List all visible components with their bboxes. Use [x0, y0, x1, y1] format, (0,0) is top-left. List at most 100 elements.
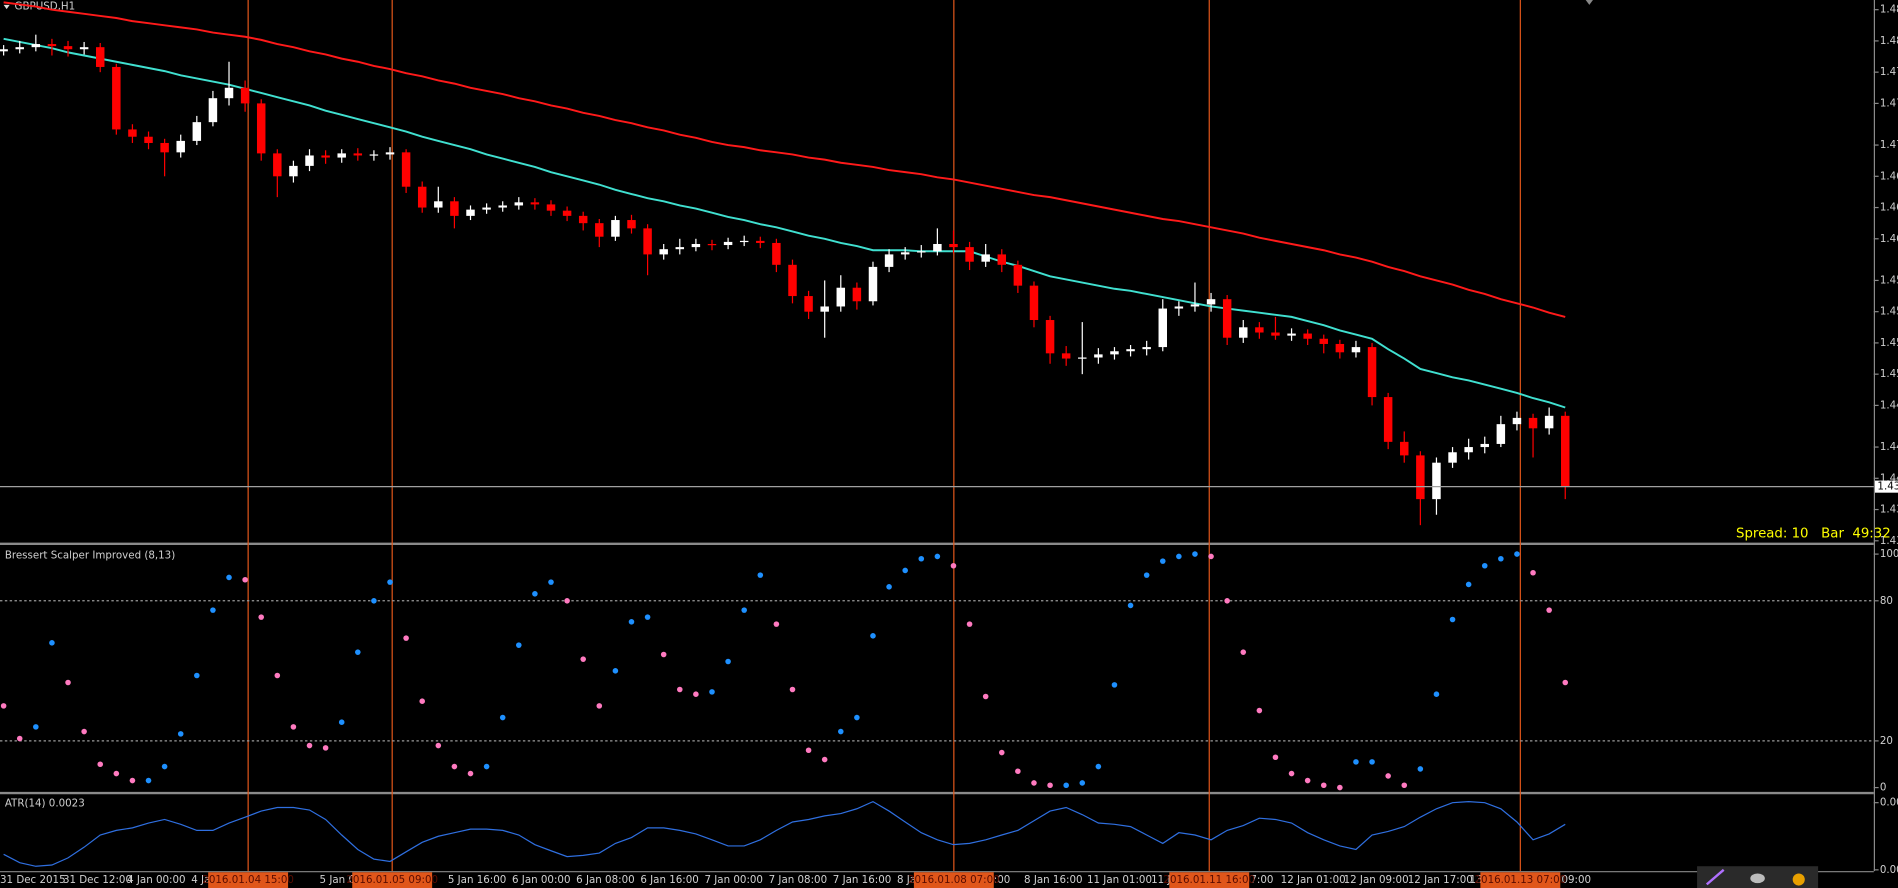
candle-body: [1400, 441, 1409, 456]
oscillator-dot: [693, 691, 699, 697]
candle-body: [482, 207, 491, 210]
oscillator-dot: [548, 579, 554, 585]
oscillator-dot: [435, 742, 442, 749]
indicator-title: Bressert Scalper Improved (8,13): [5, 549, 175, 561]
oscillator-dot: [1079, 780, 1086, 786]
oscillator-dot: [1304, 777, 1311, 784]
oscillator-dot: [419, 698, 425, 704]
oscillator-dot: [612, 668, 619, 674]
oscillator-dot: [1449, 616, 1456, 623]
oscillator-dot: [499, 714, 506, 721]
icon-cloud[interactable]: [1750, 873, 1765, 884]
candle-body: [1287, 333, 1296, 336]
candle-body: [385, 152, 395, 155]
oscillator-dot: [644, 614, 651, 620]
symbol-menu-arrow[interactable]: [3, 4, 10, 10]
oscillator-dot: [564, 598, 570, 604]
y-tick-label: 1.472: [1880, 139, 1898, 151]
oscillator-dot: [902, 567, 908, 574]
time-marker-box: [208, 872, 289, 888]
x-tick-label: 7 Jan 00:00: [704, 874, 762, 886]
oscillator-dot: [950, 562, 957, 569]
candle-body: [321, 155, 330, 158]
time-marker-label: 2016.01.05 09:00: [346, 874, 438, 886]
oscillator-dot: [65, 679, 71, 686]
candle-body: [578, 215, 588, 224]
oscillator-dot: [1240, 649, 1247, 655]
candle-body: [128, 129, 137, 137]
oscillator-dot: [757, 572, 764, 578]
candle-body: [1206, 299, 1216, 305]
oscillator-dot: [1256, 707, 1263, 714]
oscillator-dot: [451, 763, 458, 770]
candle-body: [852, 287, 862, 302]
y-tick-label: 1.450: [1880, 368, 1898, 380]
candle-body: [1496, 424, 1506, 444]
oscillator-dot: [1514, 551, 1520, 557]
oscillator-dot: [741, 607, 747, 613]
oscillator-dot: [1433, 691, 1440, 697]
oscillator-dot: [1320, 782, 1327, 789]
indicator-title: ATR(14) 0.0023: [5, 797, 85, 809]
candle-body: [917, 251, 926, 253]
candle-body: [466, 209, 475, 216]
oscillator-dot: [1562, 679, 1569, 686]
y-tick-label: 1.453: [1880, 337, 1898, 349]
candle-body: [1013, 264, 1023, 286]
oscillator-dot: [580, 656, 586, 662]
y-tick-label: 1.456: [1880, 306, 1898, 318]
icon-alert[interactable]: [1792, 873, 1805, 886]
x-tick-label: 4 Ja: [191, 874, 210, 886]
oscillator-dot: [403, 635, 409, 641]
oscillator-dot: [1143, 572, 1150, 578]
oscillator-dot: [16, 735, 23, 742]
y-tick-label: 100: [1880, 548, 1898, 560]
candle-body: [1045, 320, 1055, 354]
candle-body: [723, 241, 733, 246]
oscillator-dot: [709, 689, 715, 695]
oscillator-dot: [177, 731, 184, 737]
y-tick-label: 1.485: [1880, 4, 1898, 16]
x-tick-label: 12 Jan 09:00: [1344, 874, 1409, 886]
candle-body: [1078, 357, 1087, 359]
candle-body: [31, 44, 41, 48]
candle-body: [337, 153, 346, 158]
candle-body: [1222, 299, 1232, 338]
oscillator-dot: [467, 770, 474, 777]
oscillator-dot: [1272, 754, 1279, 761]
y-tick-label: 1.476: [1880, 97, 1898, 109]
candle-body: [933, 243, 942, 252]
candle-body: [1110, 351, 1119, 355]
candle-body: [1480, 443, 1489, 448]
oscillator-dot: [49, 640, 55, 646]
x-tick-label: 31 Dec 12:00: [63, 874, 132, 886]
icon-signal[interactable]: [1705, 868, 1725, 886]
candle-body: [627, 220, 636, 229]
oscillator-dot: [966, 621, 973, 627]
spread-annotation: Spread: 10 Bar 49:32: [1736, 527, 1891, 542]
oscillator-dot: [322, 745, 329, 751]
candle-body: [884, 254, 894, 267]
candle-body: [1335, 343, 1345, 353]
x-tick-label: 6 Jan 08:00: [576, 874, 634, 886]
oscillator-dot: [1111, 682, 1118, 688]
candle-body: [707, 243, 717, 246]
candle-body: [1271, 332, 1280, 336]
y-tick-label: 1.482: [1880, 35, 1898, 47]
oscillator-dot: [1546, 607, 1552, 613]
candle-body: [353, 153, 363, 156]
candle-body: [224, 87, 234, 99]
candle-body: [289, 165, 298, 177]
candle-body: [1464, 447, 1473, 453]
oscillator-dot: [1498, 555, 1504, 562]
x-tick-label: 8 Jan 16:00: [1024, 874, 1082, 886]
candle-body: [369, 154, 379, 156]
candle-body: [0, 49, 8, 52]
x-tick-label: 4 Jan 00:00: [127, 874, 185, 886]
oscillator-dot: [1288, 770, 1295, 777]
candle-body: [611, 220, 620, 237]
x-tick-label: 5 Jan 0: [320, 874, 355, 886]
oscillator-dot: [1385, 773, 1391, 779]
chart-title: GBPUSD,H1: [15, 1, 76, 13]
candle-body: [820, 306, 829, 312]
